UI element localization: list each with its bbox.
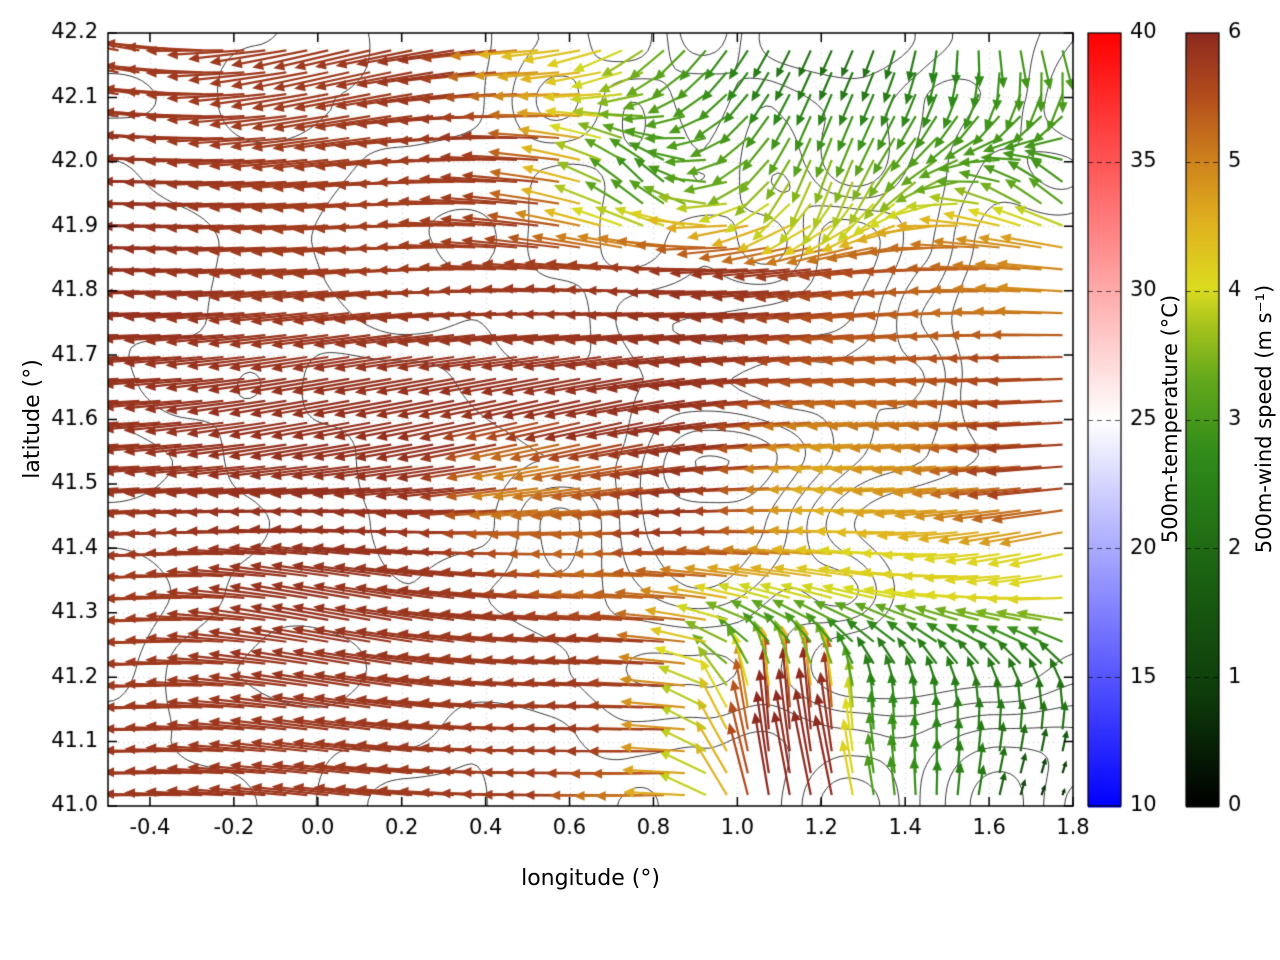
y-axis-label: latitude (°): [20, 359, 45, 479]
temperature-colorbar-label: 500m-temperature (°C): [1158, 294, 1182, 544]
x-axis-label: longitude (°): [521, 866, 660, 891]
wind-speed-colorbar-label: 500m-wind speed (m s⁻¹): [1252, 284, 1276, 554]
